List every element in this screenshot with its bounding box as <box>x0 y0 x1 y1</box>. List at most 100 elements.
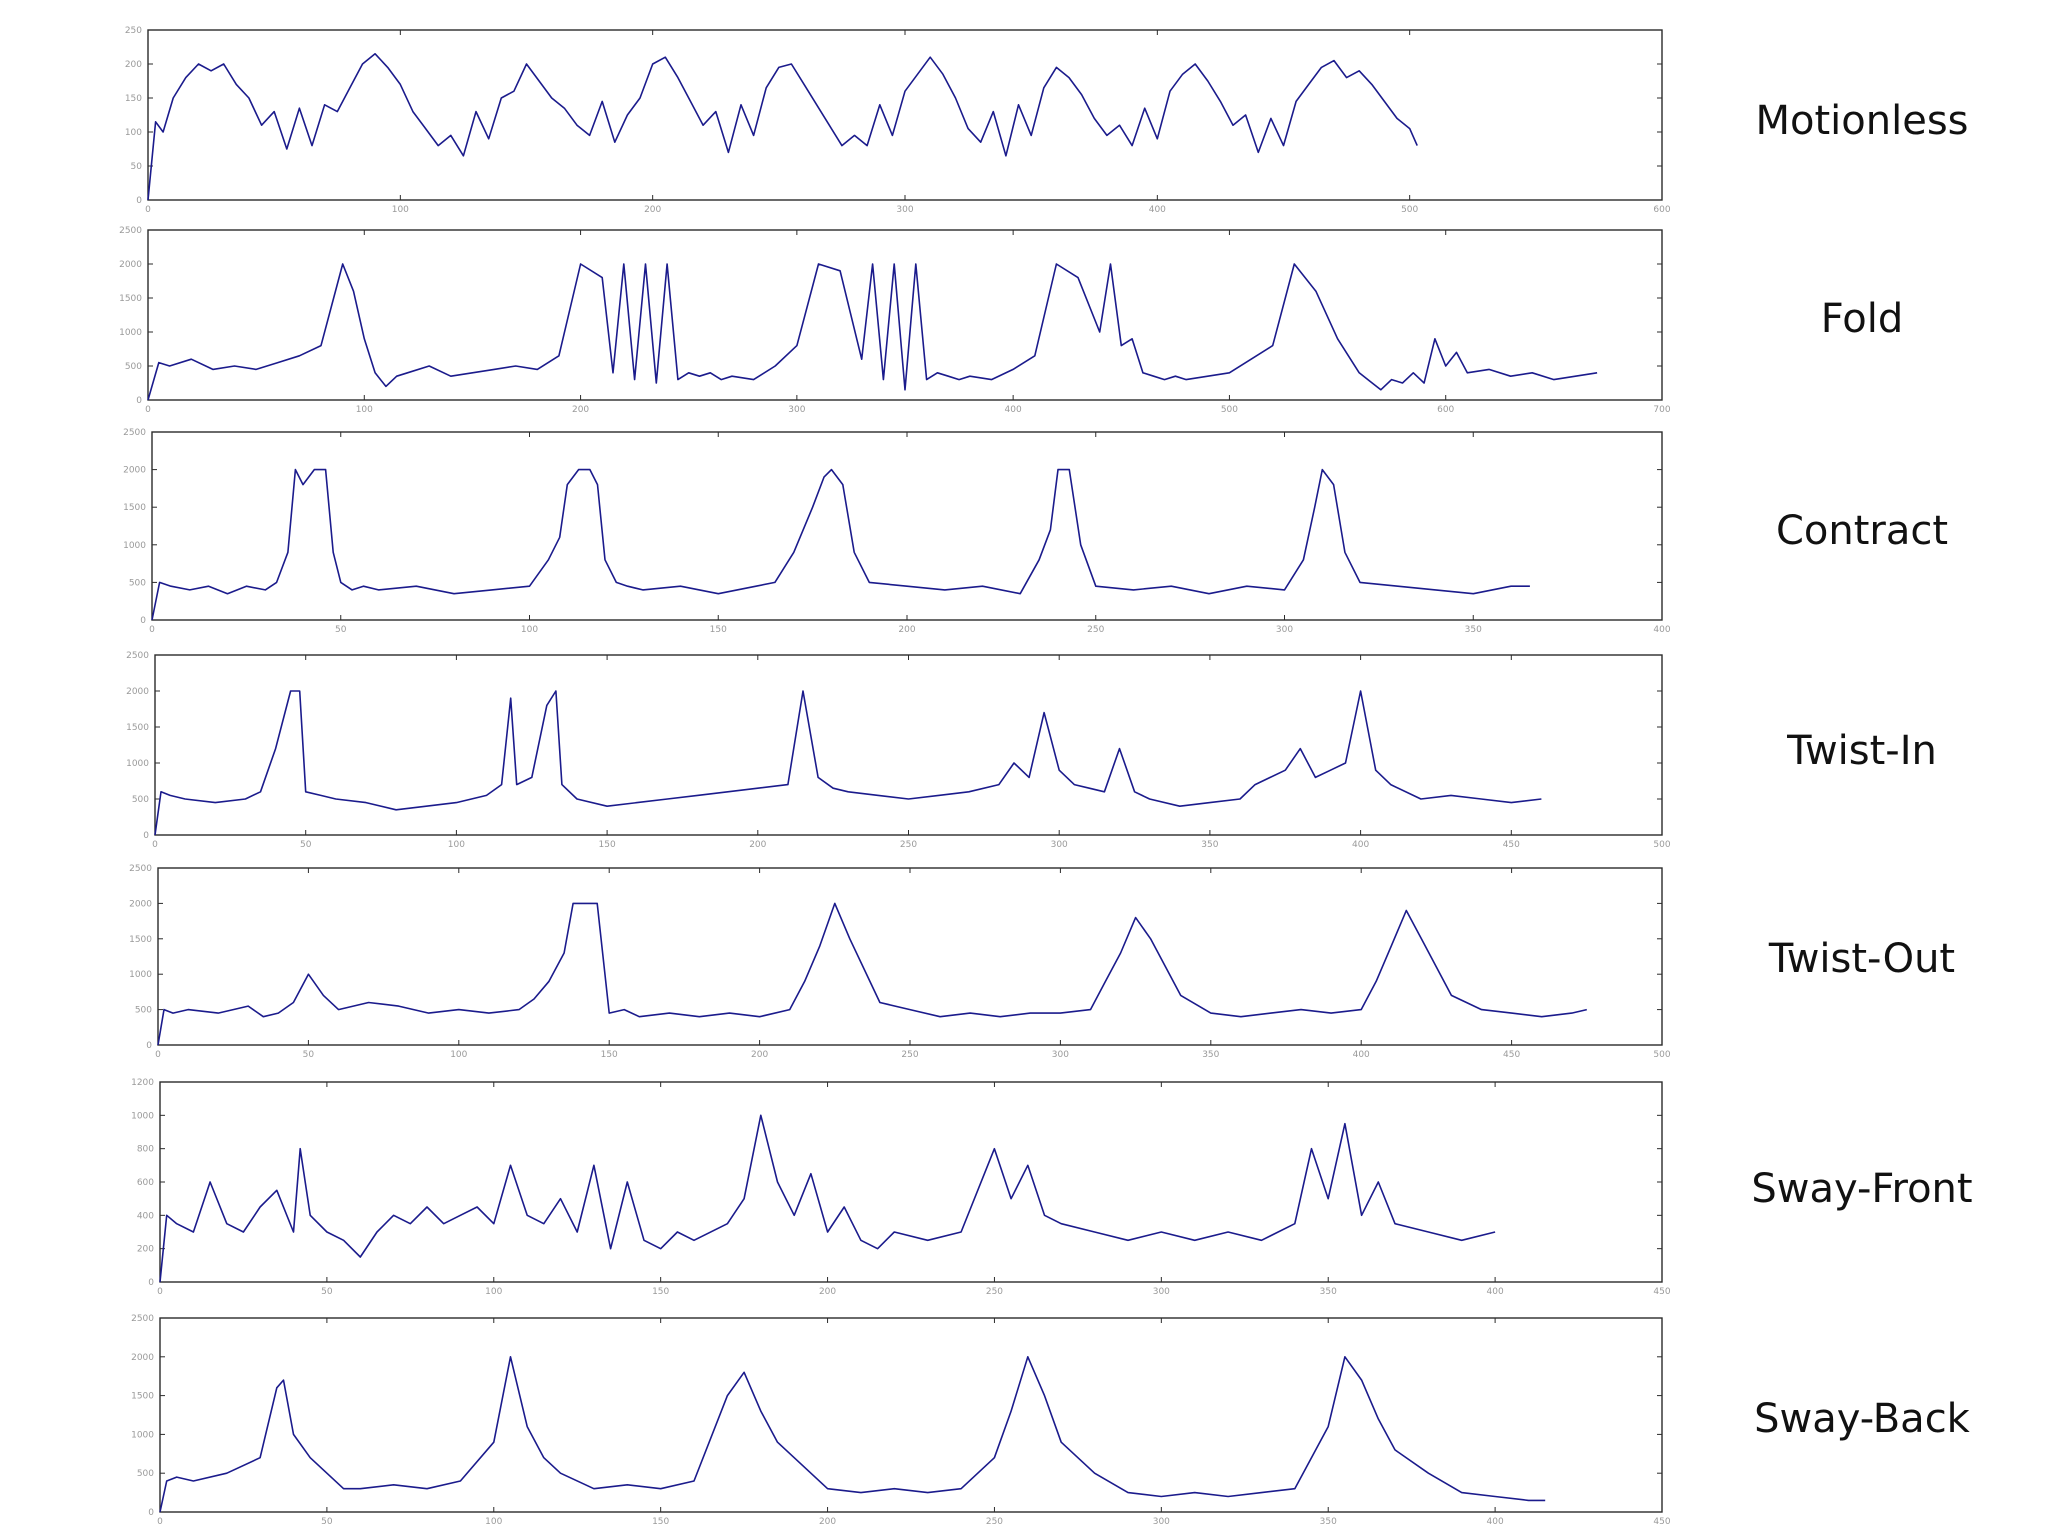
x-tick-label: 300 <box>788 405 805 415</box>
x-tick-label: 450 <box>1653 1287 1670 1297</box>
chart-panel-7: 0 50 100 150 200 250 300 350 400 450 0 500 1000 1500 2… <box>131 1314 1671 1527</box>
y-tick-label: 500 <box>125 362 142 372</box>
x-tick-label: 100 <box>392 205 409 215</box>
x-tick-label: 600 <box>1437 405 1454 415</box>
row-label: Twist-In <box>1786 728 1937 774</box>
x-tick-label: 200 <box>819 1517 836 1527</box>
row-label: Fold <box>1821 296 1904 342</box>
x-tick-label: 350 <box>1201 840 1218 850</box>
axes-frame <box>151 431 1663 621</box>
y-tick-label: 2500 <box>129 864 152 874</box>
x-tick-label: 0 <box>155 1050 161 1060</box>
y-tick-label: 500 <box>137 1469 154 1479</box>
x-tick-label: 350 <box>1202 1050 1219 1060</box>
x-tick-label: 500 <box>1653 840 1670 850</box>
y-tick-label: 1500 <box>119 294 142 304</box>
x-tick-label: 200 <box>644 205 661 215</box>
axes-frame <box>159 1317 1663 1513</box>
x-tick-label: 0 <box>152 840 158 850</box>
x-tick-label: 50 <box>303 1050 315 1060</box>
row-label: Contract <box>1776 508 1948 554</box>
y-tick-label: 2000 <box>131 1353 154 1363</box>
x-tick-label: 150 <box>601 1050 618 1060</box>
x-tick-label: 250 <box>986 1287 1003 1297</box>
x-tick-label: 200 <box>751 1050 768 1060</box>
x-tick-label: 0 <box>145 205 151 215</box>
y-tick-label: 1500 <box>126 723 149 733</box>
x-tick-label: 150 <box>599 840 616 850</box>
x-tick-label: 100 <box>485 1517 502 1527</box>
axes-frame <box>147 29 1663 201</box>
y-tick-label: 1000 <box>131 1111 154 1121</box>
x-tick-label: 150 <box>652 1287 669 1297</box>
y-tick-label: 600 <box>137 1178 154 1188</box>
x-tick-label: 150 <box>652 1517 669 1527</box>
series-line-sway-back <box>159 1356 1546 1513</box>
chart-panel-6: 0 50 100 150 200 250 300 350 400 450 0 200 400 600 800… <box>131 1078 1671 1297</box>
x-tick-label: 0 <box>157 1287 163 1297</box>
x-tick-label: 400 <box>1352 840 1369 850</box>
series-line-sway-front <box>159 1114 1496 1283</box>
row-label: Motionless <box>1755 98 1968 144</box>
row-label: Sway-Front <box>1751 1166 1972 1212</box>
x-tick-label: 200 <box>898 625 915 635</box>
axes-frame <box>147 229 1663 401</box>
chart-panel-1: 0 100 200 300 400 500 600 0 50 100 150 200 250 <box>125 26 1671 215</box>
x-tick-label: 300 <box>1153 1287 1170 1297</box>
x-tick-label: 300 <box>896 205 913 215</box>
y-tick-label: 0 <box>146 1041 152 1051</box>
x-tick-label: 300 <box>1153 1517 1170 1527</box>
x-tick-label: 450 <box>1503 1050 1520 1060</box>
x-tick-label: 50 <box>335 625 347 635</box>
x-tick-label: 250 <box>1087 625 1104 635</box>
y-tick-label: 400 <box>137 1211 154 1221</box>
y-tick-label: 0 <box>148 1508 154 1518</box>
y-tick-label: 800 <box>137 1145 154 1155</box>
x-tick-label: 250 <box>986 1517 1003 1527</box>
x-tick-label: 450 <box>1653 1517 1670 1527</box>
x-tick-label: 100 <box>356 405 373 415</box>
x-tick-label: 100 <box>521 625 538 635</box>
x-tick-label: 400 <box>1353 1050 1370 1060</box>
y-tick-label: 2500 <box>119 226 142 236</box>
y-tick-label: 2000 <box>123 466 146 476</box>
x-tick-label: 500 <box>1221 405 1238 415</box>
y-tick-label: 2500 <box>131 1314 154 1324</box>
axes-frame <box>154 654 1663 836</box>
y-tick-label: 100 <box>125 128 142 138</box>
y-tick-label: 2000 <box>126 687 149 697</box>
x-tick-label: 300 <box>1051 840 1068 850</box>
x-tick-label: 200 <box>572 405 589 415</box>
x-tick-label: 50 <box>321 1287 333 1297</box>
y-tick-label: 1500 <box>131 1392 154 1402</box>
x-tick-label: 200 <box>749 840 766 850</box>
x-tick-label: 50 <box>321 1517 333 1527</box>
x-tick-label: 350 <box>1320 1517 1337 1527</box>
x-tick-label: 400 <box>1487 1517 1504 1527</box>
x-tick-label: 200 <box>819 1287 836 1297</box>
x-tick-label: 450 <box>1503 840 1520 850</box>
y-tick-label: 2000 <box>119 260 142 270</box>
x-tick-label: 400 <box>1653 625 1670 635</box>
chart-panel-2: 0 100 200 300 400 500 600 700 0 500 1000 1500 2000 25… <box>119 226 1671 415</box>
y-tick-label: 150 <box>125 94 142 104</box>
y-tick-label: 1000 <box>119 328 142 338</box>
y-tick-label: 500 <box>132 795 149 805</box>
row-label: Twist-Out <box>1768 936 1955 982</box>
x-tick-label: 350 <box>1320 1287 1337 1297</box>
x-tick-label: 400 <box>1149 205 1166 215</box>
y-tick-label: 0 <box>140 616 146 626</box>
chart-panel-4: 0 50 100 150 200 250 300 350 400 450 500 0 500 1000 15… <box>126 651 1671 850</box>
y-tick-label: 0 <box>148 1278 154 1288</box>
y-tick-label: 1500 <box>129 935 152 945</box>
x-tick-label: 500 <box>1653 1050 1670 1060</box>
axes-frame <box>159 1081 1663 1283</box>
series-line-motionless <box>147 53 1418 201</box>
x-tick-label: 300 <box>1276 625 1293 635</box>
x-tick-label: 50 <box>300 840 312 850</box>
y-tick-label: 2000 <box>129 899 152 909</box>
x-tick-label: 350 <box>1465 625 1482 635</box>
y-tick-label: 0 <box>136 196 142 206</box>
x-tick-label: 100 <box>450 1050 467 1060</box>
